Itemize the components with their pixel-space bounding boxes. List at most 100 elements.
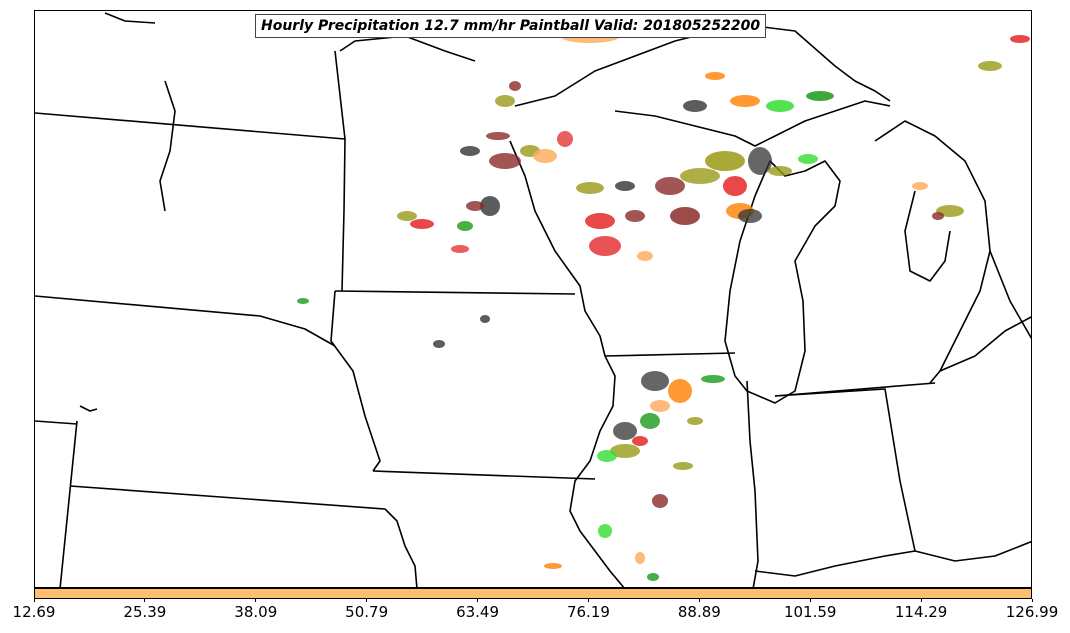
il-in-border: [746, 380, 759, 587]
precip-blob: [433, 340, 445, 348]
wi-il-border: [604, 352, 736, 357]
precip-blob: [730, 95, 760, 107]
precip-blob: [480, 196, 500, 216]
mississippi-river: [509, 140, 625, 587]
colorbar-tick-mark: [366, 599, 368, 602]
precip-blob: [670, 207, 700, 225]
precip-blob: [589, 236, 621, 256]
precip-blob: [615, 181, 635, 191]
ohio-river: [754, 540, 1031, 577]
precip-blob: [650, 400, 670, 412]
colorbar-tick-mark: [920, 599, 922, 602]
precip-blob: [576, 182, 604, 194]
colorbar-tick-label: 63.49: [456, 603, 500, 621]
precip-blob: [652, 494, 668, 508]
precip-blob: [610, 444, 640, 458]
precip-blob: [768, 166, 792, 176]
colorbar-tick-mark: [698, 599, 700, 602]
colorbar-tick-mark: [33, 599, 35, 602]
precip-blob: [297, 298, 309, 304]
precipitation-map: [35, 12, 1031, 587]
state-boundaries: [35, 12, 1031, 587]
precip-blob: [668, 379, 692, 403]
lake-erie: [939, 316, 1031, 372]
precip-blob: [766, 100, 794, 112]
precip-blob: [806, 91, 834, 101]
colorbar-tick-label: 38.09: [234, 603, 278, 621]
precip-blob: [457, 221, 473, 231]
missouri-lake: [79, 405, 98, 412]
precip-blob: [738, 209, 762, 223]
ks-west-border: [59, 420, 78, 587]
colorbar-tick-label: 12.69: [12, 603, 56, 621]
mi-oh-border: [774, 382, 936, 397]
colorbar-tick-mark: [255, 599, 257, 602]
sd-ne-border: [35, 295, 336, 347]
precip-blob: [932, 212, 944, 220]
michigan-upper-peninsula: [614, 100, 891, 147]
colorbar: [34, 588, 1032, 599]
precip-blob: [613, 422, 637, 440]
precip-blob: [978, 61, 1002, 71]
precip-blob: [680, 168, 720, 184]
colorbar-tick-label: 50.79: [345, 603, 389, 621]
colorbar-tick-mark: [809, 599, 811, 602]
precip-blob: [635, 552, 645, 564]
colorbar-tick-mark: [144, 599, 146, 602]
canada-border-east: [989, 250, 1031, 340]
iowa-west-border: [330, 290, 381, 472]
red-river: [159, 80, 176, 212]
precip-blob: [451, 245, 469, 253]
precip-blob: [397, 211, 417, 221]
colorbar-tick-label: 25.39: [123, 603, 167, 621]
precip-blob: [585, 213, 615, 229]
precip-blob: [701, 375, 725, 383]
precip-blob: [1010, 35, 1030, 43]
mn-west-border: [334, 50, 346, 292]
colorbar-tick-label: 101.59: [783, 603, 837, 621]
map-panel: [34, 10, 1032, 588]
in-oh-border: [774, 388, 916, 552]
precip-blob: [544, 563, 562, 569]
nd-sd-border: [35, 112, 346, 140]
precip-blob: [410, 219, 434, 229]
precip-blob: [705, 151, 745, 171]
lake-huron: [874, 120, 991, 384]
precip-blob: [798, 154, 818, 164]
precipitation-paintball: [297, 28, 1030, 581]
precip-blob: [748, 147, 772, 175]
precip-blob: [723, 176, 747, 196]
precip-blob: [489, 153, 521, 169]
mn-ia-border: [334, 290, 576, 295]
precip-blob: [687, 417, 703, 425]
ne-west-border: [35, 420, 78, 425]
precip-blob: [683, 100, 707, 112]
precip-blob: [641, 371, 669, 391]
precip-blob: [705, 72, 725, 80]
ia-mo-border: [372, 470, 596, 480]
michigan-thumb: [904, 190, 951, 282]
precip-blob: [655, 177, 685, 195]
north-lake-feature: [104, 12, 156, 24]
precip-blob: [647, 573, 659, 581]
precip-blob: [625, 210, 645, 222]
precip-blob: [480, 315, 490, 323]
precip-blob: [509, 81, 521, 91]
lake-michigan: [724, 160, 841, 404]
mn-lakes-north: [339, 35, 476, 62]
colorbar-tick-mark: [477, 599, 479, 602]
precip-blob: [495, 95, 515, 107]
precip-blob: [486, 132, 510, 140]
colorbar-tick-label: 76.19: [566, 603, 610, 621]
ks-mo-border: [384, 508, 418, 587]
colorbar-tick-label: 114.29: [894, 603, 948, 621]
colorbar-tick-mark: [587, 599, 589, 602]
precip-blob: [598, 524, 612, 538]
colorbar-tick-label: 88.89: [677, 603, 721, 621]
precip-blob: [637, 251, 653, 261]
precip-blob: [466, 201, 484, 211]
precip-blob: [912, 182, 928, 190]
precip-blob: [597, 450, 617, 462]
precip-blob: [632, 436, 648, 446]
ne-ks-border: [69, 485, 386, 510]
